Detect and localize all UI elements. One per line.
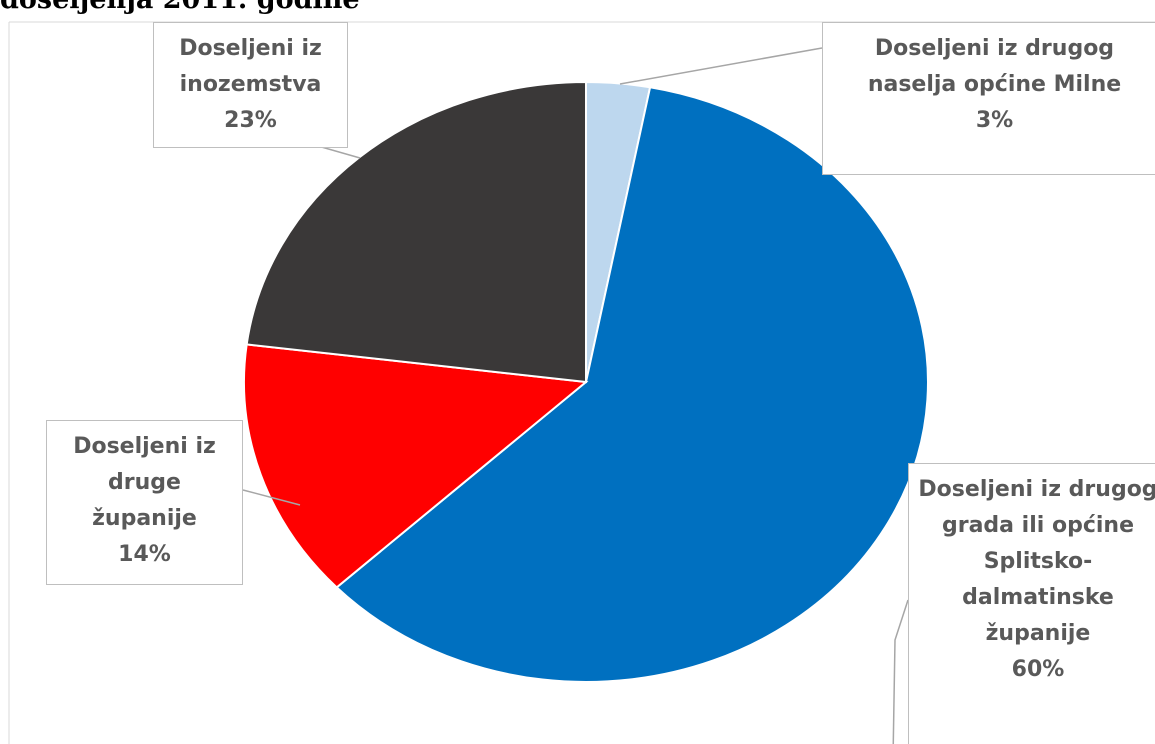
value-label: 14%	[118, 542, 171, 567]
value-label: 23%	[224, 108, 277, 133]
data-label: Doseljeni iz druge županije 14%	[46, 420, 243, 585]
category-label: Doseljeni iz druge županije	[73, 434, 216, 531]
pie-slice	[243, 343, 589, 589]
pie-slice	[245, 80, 587, 384]
category-label: Doseljeni iz drugog naselja općine Milne	[867, 36, 1122, 97]
value-label: 60%	[1011, 657, 1065, 682]
data-label: Doseljeni iz drugog naselja općine Milne…	[822, 22, 1155, 175]
category-label: Doseljeni iz drugog grada ili općine Spl…	[918, 477, 1155, 646]
value-label: 3%	[975, 108, 1014, 133]
data-label: Doseljeni iz inozemstva 23%	[153, 22, 348, 148]
chart-title: doseljenja 2011. godine	[0, 0, 360, 15]
data-label: Doseljeni iz drugog grada ili općine Spl…	[908, 463, 1155, 744]
pie-slice	[335, 86, 929, 683]
category-label: Doseljeni iz inozemstva	[179, 36, 322, 97]
